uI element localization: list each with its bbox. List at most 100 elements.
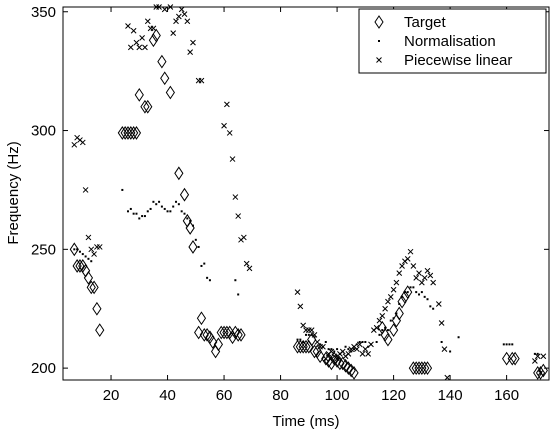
point-diamond xyxy=(383,332,393,347)
point-x xyxy=(537,370,544,376)
point-x xyxy=(71,141,78,148)
point-diamond xyxy=(315,349,325,364)
point-x xyxy=(300,322,307,329)
point-diamond xyxy=(202,327,212,342)
point-dot xyxy=(449,350,452,353)
point-x xyxy=(240,234,247,241)
point-dot xyxy=(163,207,166,210)
point-diamond xyxy=(179,187,190,202)
point-x xyxy=(243,260,250,267)
point-x xyxy=(226,130,233,136)
point-dot xyxy=(403,291,406,294)
x-axis-label: Time (ms) xyxy=(273,413,340,430)
point-x xyxy=(427,272,434,279)
point-diamond xyxy=(538,363,548,378)
point-x xyxy=(396,270,403,276)
y-tick-label: 200 xyxy=(31,360,56,377)
point-dot xyxy=(420,291,423,294)
point-x xyxy=(79,139,86,146)
point-dot xyxy=(324,340,327,343)
point-dot xyxy=(197,245,200,248)
point-dot xyxy=(313,336,316,339)
point-x xyxy=(407,248,414,255)
point-x xyxy=(184,18,191,25)
point-x xyxy=(91,251,97,257)
point-x xyxy=(142,44,148,51)
point-dot xyxy=(305,333,307,336)
point-x xyxy=(221,122,227,129)
legend-label: Normalisation xyxy=(404,33,496,50)
point-diamond xyxy=(227,330,238,345)
point-diamond xyxy=(309,344,320,359)
point-x xyxy=(416,270,422,276)
point-x xyxy=(85,234,92,241)
point-dot xyxy=(384,326,387,329)
point-dot xyxy=(84,255,87,258)
point-diamond xyxy=(157,54,167,69)
point-dot xyxy=(398,302,401,305)
point-diamond xyxy=(92,301,102,316)
point-diamond xyxy=(196,311,207,326)
point-diamond xyxy=(89,280,99,295)
point-x xyxy=(373,324,380,331)
x-tick-label: 120 xyxy=(381,387,406,404)
point-dot xyxy=(138,217,141,220)
point-dot xyxy=(206,276,209,279)
point-x xyxy=(438,320,445,326)
point-dot xyxy=(302,340,305,343)
point-x xyxy=(328,348,335,355)
point-dot xyxy=(344,345,347,348)
point-diamond xyxy=(134,88,144,102)
point-diamond xyxy=(422,361,433,376)
x-tick-label: 80 xyxy=(272,387,289,404)
point-dot xyxy=(78,250,81,253)
point-dot xyxy=(143,215,146,218)
point-x xyxy=(390,286,397,293)
y-tick-label: 250 xyxy=(31,241,56,258)
point-x xyxy=(356,341,363,348)
point-x xyxy=(362,346,369,352)
point-diamond xyxy=(233,327,243,342)
point-dot xyxy=(533,352,536,355)
point-dot xyxy=(160,205,163,208)
point-dot xyxy=(203,262,206,265)
point-diamond xyxy=(335,356,345,371)
point-diamond xyxy=(397,294,407,309)
y-tick-label: 300 xyxy=(31,123,56,140)
point-dot xyxy=(307,333,310,336)
point-dot xyxy=(364,340,367,343)
point-x xyxy=(178,6,185,13)
point-dot xyxy=(536,352,539,355)
point-dot xyxy=(186,217,189,220)
point-x xyxy=(125,23,131,29)
point-dot xyxy=(395,312,398,315)
point-dot xyxy=(129,207,132,210)
point-diamond xyxy=(151,28,161,43)
point-diamond xyxy=(326,356,337,371)
point-x xyxy=(170,30,177,36)
point-dot xyxy=(183,212,186,215)
point-dot xyxy=(90,260,93,263)
point-x xyxy=(173,18,179,25)
point-x xyxy=(334,355,340,362)
point-x xyxy=(229,156,236,162)
point-diamond xyxy=(507,351,517,366)
point-dot xyxy=(180,210,183,213)
point-diamond xyxy=(332,354,342,368)
point-dot xyxy=(158,200,161,203)
point-x xyxy=(322,355,329,362)
point-dot xyxy=(296,338,299,341)
point-dot xyxy=(330,348,333,351)
point-x xyxy=(376,317,383,324)
point-dot xyxy=(141,215,144,218)
point-dot xyxy=(121,188,124,191)
point-dot xyxy=(502,343,505,346)
point-dot xyxy=(237,293,240,296)
point-diamond xyxy=(394,306,404,321)
point-diamond xyxy=(69,242,79,257)
point-x xyxy=(167,4,174,10)
point-diamond xyxy=(301,339,311,354)
point-x xyxy=(424,267,431,274)
point-x xyxy=(127,44,134,51)
